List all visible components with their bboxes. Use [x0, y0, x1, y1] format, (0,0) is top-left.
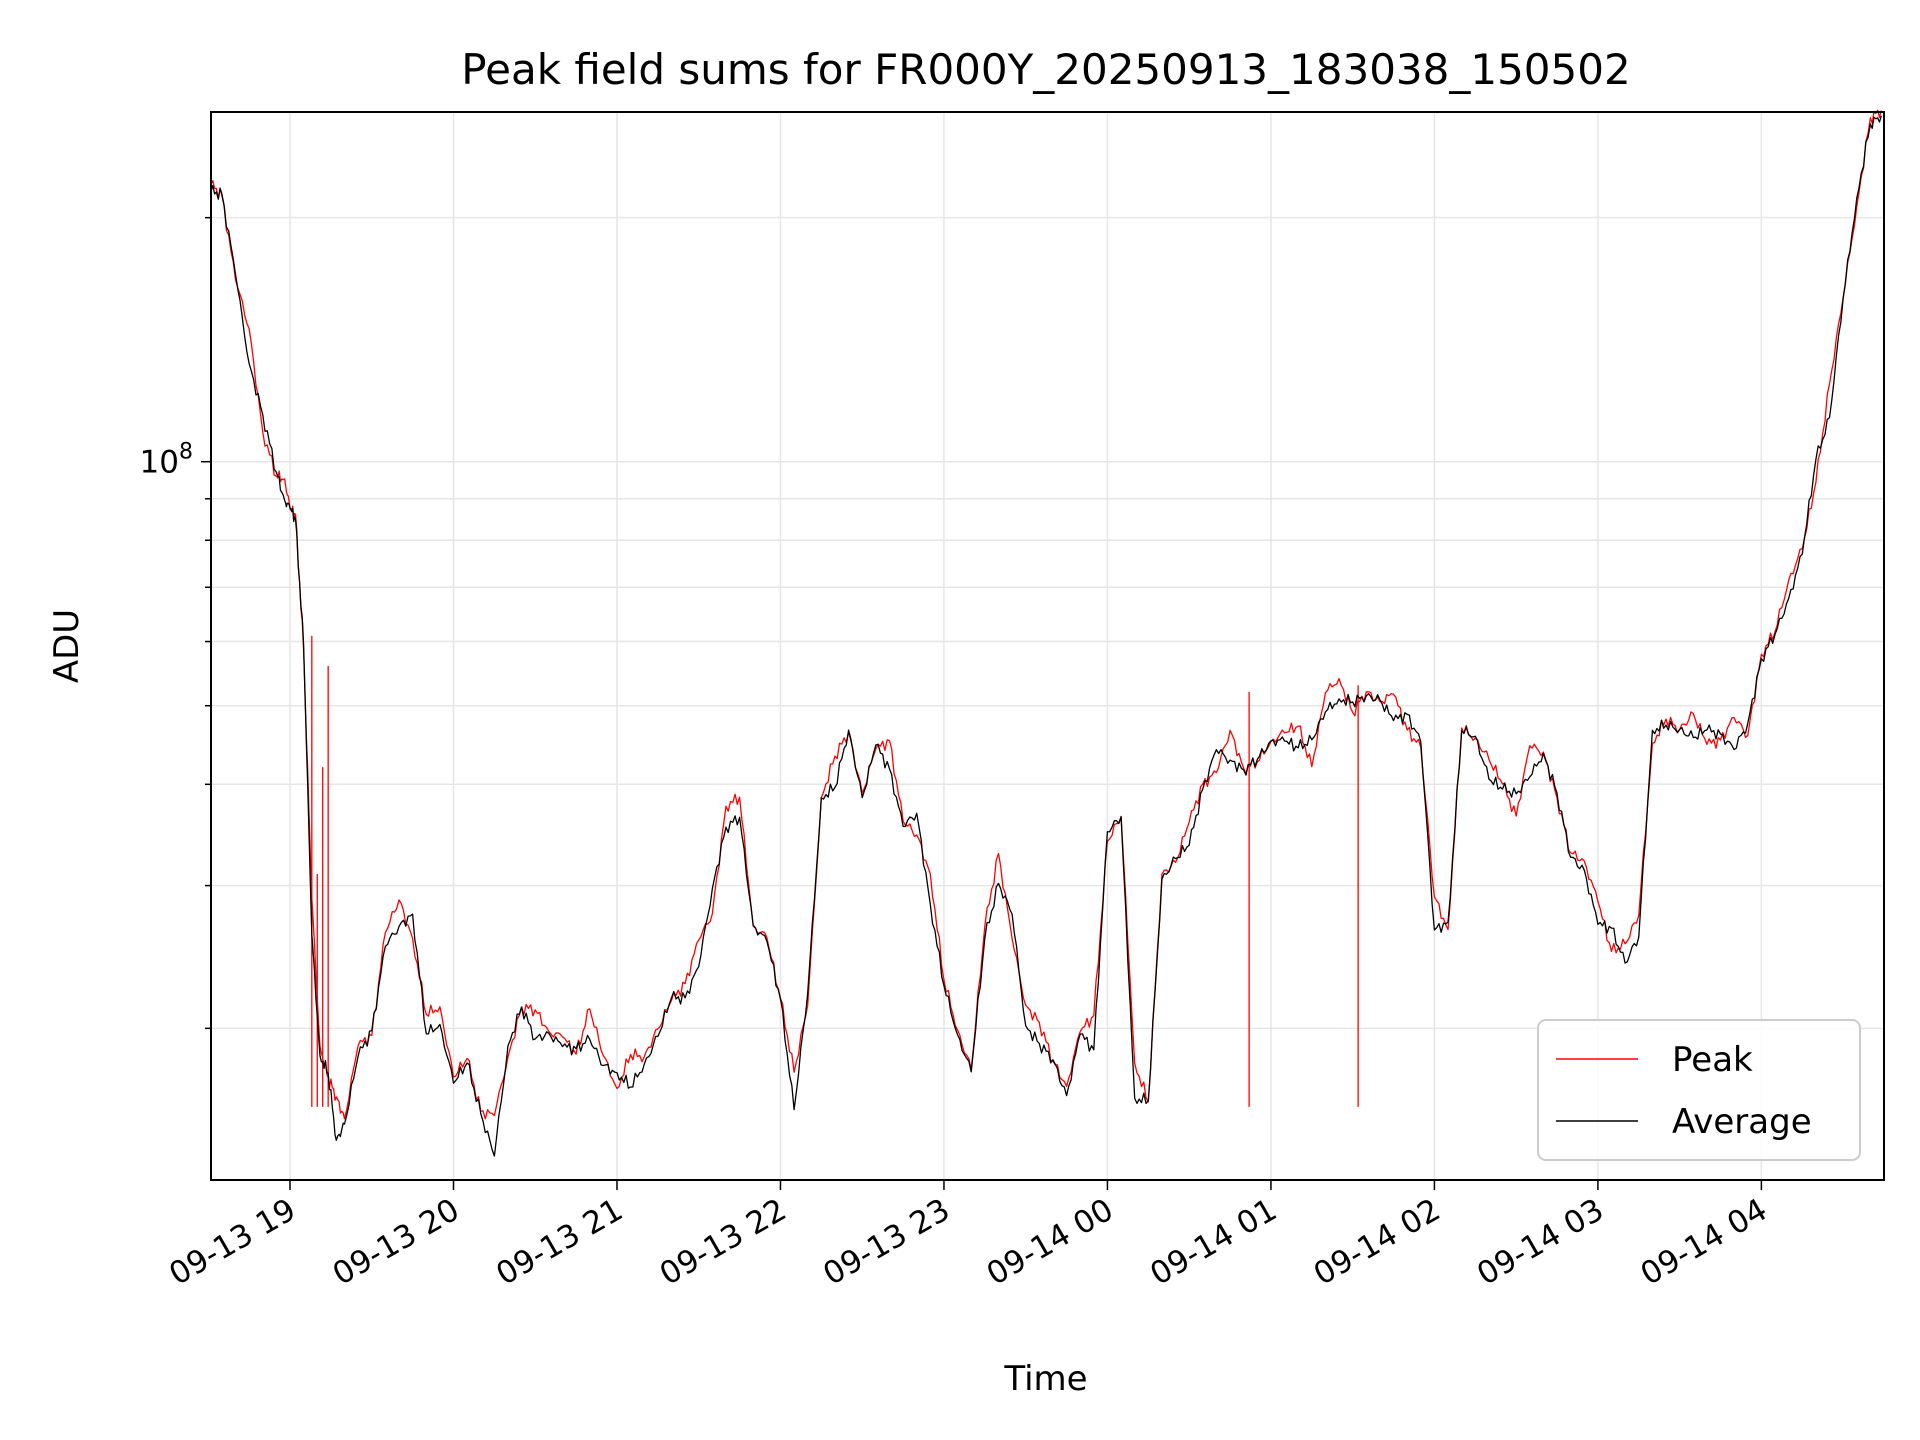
y-tick-label-base: 10: [140, 445, 179, 481]
plot-frame: [210, 111, 1885, 1181]
y-axis: 108: [140, 216, 211, 1030]
y-axis-label: ADU: [47, 609, 87, 683]
series-group: [210, 109, 1882, 1157]
legend-label-peak: Peak: [1672, 1040, 1753, 1080]
legend-frame: [1537, 1019, 1861, 1161]
series-line-average: [210, 115, 1882, 1157]
legend: Peak Average: [1537, 1019, 1861, 1161]
y-tick-label: 108: [140, 440, 193, 481]
x-axis-label: Time: [1003, 1359, 1087, 1399]
grid: [211, 112, 1884, 1180]
legend-label-average: Average: [1672, 1102, 1812, 1142]
y-tick-label-exponent: 8: [179, 440, 193, 465]
chart-title: Peak field sums for FR000Y_20250913_1830…: [461, 45, 1630, 94]
